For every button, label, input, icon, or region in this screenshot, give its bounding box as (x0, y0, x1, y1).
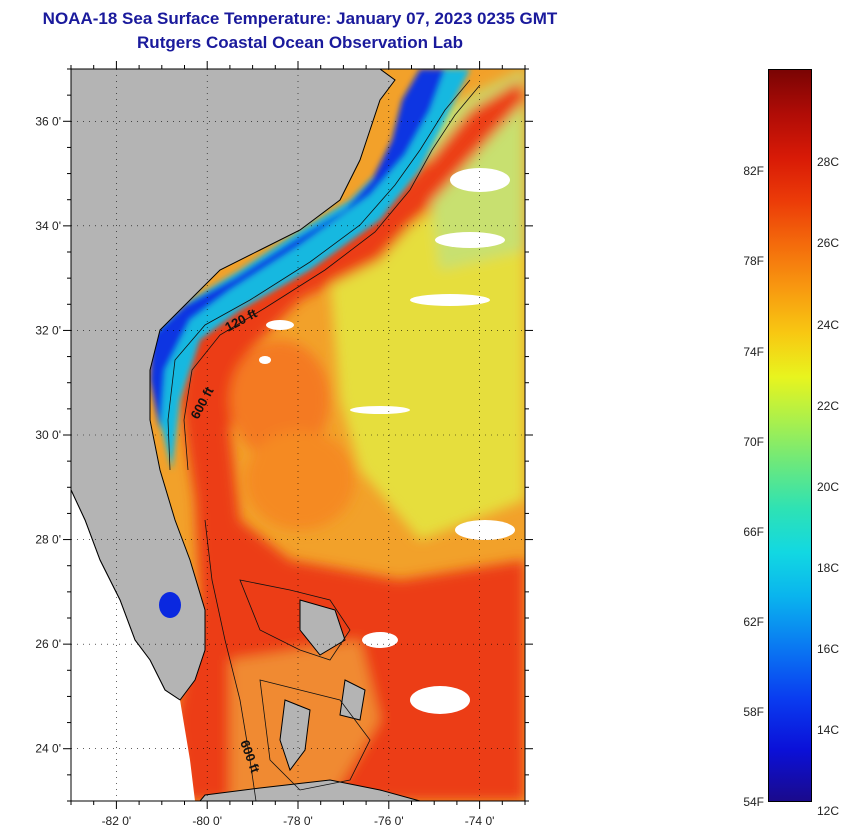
map-title: NOAA-18 Sea Surface Temperature: January… (42, 9, 558, 28)
colorbar-c-label: 16C (817, 641, 840, 656)
latitude-labels: 36 0' 34 0' 32 0' 30 0' 28 0' 26 0' 24 0' (35, 114, 61, 755)
warm-eddy (245, 430, 355, 530)
longitude-labels: -82 0' -80 0' -78 0' -76 0' -74 0' (102, 814, 495, 828)
colorbar-c-label: 28C (817, 155, 840, 170)
lat-tick-label: 28 0' (35, 533, 61, 547)
colorbar-f-label: 58F (743, 704, 764, 719)
lon-tick-label: -80 0' (192, 814, 222, 828)
map-subtitle: Rutgers Coastal Ocean Observation Lab (137, 33, 463, 52)
lake-okeechobee (159, 592, 181, 618)
contour-600ft (183, 84, 481, 471)
colorbar-c-label: 14C (817, 722, 840, 737)
colorbar-f-label: 62F (743, 614, 764, 629)
axis-ticks (63, 61, 533, 809)
bahamas-island (279, 699, 311, 772)
lon-tick-label: -82 0' (102, 814, 132, 828)
colorbar-f-label: 74F (743, 344, 764, 359)
lon-tick-label: -74 0' (465, 814, 495, 828)
gulf-stream-band (175, 80, 525, 801)
colorbar-f-label: 70F (743, 434, 764, 449)
lon-tick-label: -76 0' (374, 814, 404, 828)
colorbar-f-label: 54F (743, 795, 764, 809)
lat-tick-label: 26 0' (35, 637, 61, 651)
colorbar-f-label: 78F (743, 254, 764, 269)
colorbar-f-label: 66F (743, 524, 764, 539)
colorbar-c-label: 18C (817, 560, 840, 575)
gulf-coastline (71, 489, 181, 701)
lat-tick-label: 34 0' (35, 219, 61, 233)
lat-tick-label: 24 0' (35, 742, 61, 756)
warm-eddy (230, 340, 330, 460)
lat-tick-label: 36 0' (35, 114, 61, 128)
contour-bahamas-bank (239, 579, 351, 661)
colorbar-c-label: 24C (817, 317, 840, 332)
colorbar-c-label: 22C (817, 398, 840, 413)
bahamas-island (299, 599, 346, 656)
lon-tick-label: -78 0' (283, 814, 313, 828)
contour-120ft (167, 79, 471, 471)
contour-600ft-south (204, 519, 257, 801)
temperature-colorbar (768, 69, 812, 802)
colorbar-f-label: 82F (743, 164, 764, 179)
colorbar-c-label: 12C (817, 804, 840, 818)
cloud-patches (259, 168, 515, 714)
coastal-cold-water (150, 69, 445, 430)
colorbar-c-label: 20C (817, 479, 840, 494)
gulf-water-area (71, 490, 195, 801)
contour-bahamas-bank (259, 679, 371, 791)
bahamas-island (339, 679, 366, 721)
lat-tick-label: 30 0' (35, 428, 61, 442)
colorbar-c-label: 26C (817, 236, 840, 251)
graticule (71, 69, 525, 801)
lat-tick-label: 32 0' (35, 323, 61, 337)
